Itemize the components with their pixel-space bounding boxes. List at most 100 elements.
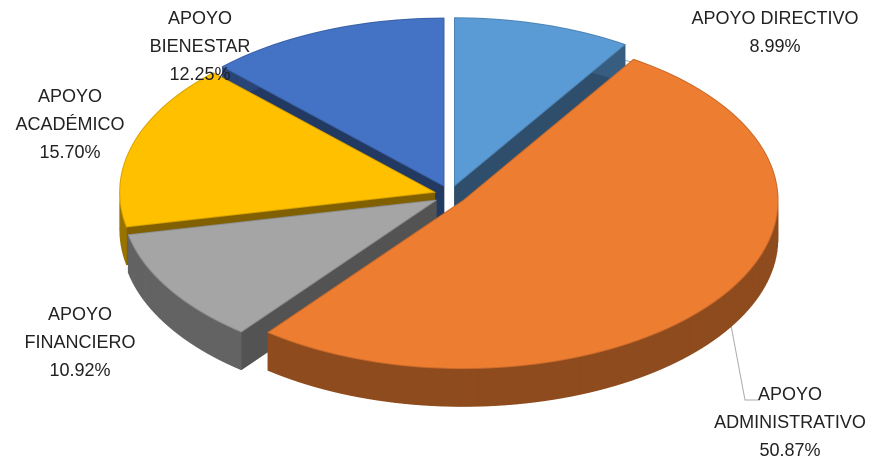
slice-wall [535, 362, 545, 403]
slice-wall [201, 311, 208, 355]
slice-wall [315, 348, 324, 390]
slice-wall [134, 247, 139, 293]
slice-wall [764, 243, 768, 287]
slice-wall [163, 283, 170, 328]
slice-wall [755, 257, 760, 302]
slice-wall [544, 361, 554, 402]
slice-wall [460, 368, 471, 407]
slice-wall [630, 339, 639, 382]
value-label: 10.92% [49, 360, 111, 380]
category-name: APOYO FINANCIERO [24, 304, 136, 352]
slice-wall [724, 289, 731, 333]
slice-wall [653, 330, 662, 373]
slice-wall [571, 356, 581, 397]
slice-wall [488, 367, 499, 407]
slice-label: APOYO ADMINISTRATIVO 50.87% [700, 380, 880, 464]
slice-wall [441, 367, 452, 407]
slice-wall [605, 347, 615, 389]
slice-wall [682, 317, 690, 360]
slice-wall [129, 239, 133, 283]
slice-wall [140, 257, 145, 302]
slice-wall [771, 228, 774, 273]
pie-slice [454, 17, 627, 225]
slice-wall [137, 252, 142, 297]
slice-wall [298, 343, 308, 385]
slice-wall [743, 271, 749, 316]
slice-wall [282, 338, 292, 380]
slice-wall [769, 233, 772, 278]
slice-wall [707, 301, 715, 345]
slice-wall [195, 307, 202, 351]
slice-wall [646, 333, 655, 376]
slice-wall [695, 309, 703, 353]
slice-top [454, 17, 627, 187]
slice-wall [213, 318, 221, 361]
slice-label: APOYO BIENESTAR 12.25% [140, 4, 260, 88]
slice-wall [143, 261, 148, 306]
slice-wall [713, 297, 720, 341]
slice-wall [507, 365, 518, 406]
slice-wall [638, 336, 647, 379]
slice-wall [207, 315, 215, 358]
slice-wall [767, 238, 770, 282]
value-label: 50.87% [759, 440, 821, 460]
slice-wall [394, 364, 405, 404]
leader-line [729, 319, 760, 401]
slice-wall [758, 252, 763, 298]
slice-wall [151, 270, 156, 315]
slice-wall [323, 350, 333, 392]
slice-wall [597, 349, 607, 391]
slice-wall [132, 244, 136, 287]
slice-wall [739, 276, 745, 320]
slice-wall [233, 328, 242, 371]
slice-wall [349, 357, 359, 398]
pie-slice [266, 58, 779, 407]
slice-wall [588, 352, 598, 393]
slice-wall [227, 325, 235, 368]
category-name: APOYO ACADÉMICO [15, 86, 125, 134]
slice-wall [290, 340, 300, 383]
slice-wall [306, 346, 316, 388]
slice-wall [478, 367, 489, 407]
slice-wall [668, 324, 676, 367]
category-name: APOYO BIENESTAR [149, 8, 251, 56]
slice-wall [220, 322, 228, 365]
slice-wall [127, 234, 131, 278]
slice-wall [562, 358, 572, 399]
category-name: APOYO ADMINISTRATIVO [714, 384, 866, 432]
slice-wall [553, 359, 563, 400]
slice-wall [516, 364, 527, 405]
value-label: 8.99% [749, 36, 801, 56]
slice-wall [734, 280, 740, 325]
slice-wall [525, 363, 536, 404]
slice-wall [124, 221, 127, 266]
slice-wall [267, 332, 276, 374]
slice-top [266, 58, 779, 370]
slice-wall [469, 368, 480, 407]
slice-wall [761, 247, 766, 293]
slice-wall [358, 358, 368, 399]
slice-top [119, 72, 437, 228]
slice-wall [178, 296, 185, 340]
slice-wall [751, 262, 756, 307]
value-label: 15.70% [39, 142, 101, 162]
slice-wall [376, 361, 386, 402]
slice-wall [275, 335, 284, 377]
slice-wall [614, 345, 623, 387]
slice-wall [422, 366, 433, 407]
slice-wall [675, 320, 683, 363]
slice-wall [183, 300, 190, 344]
category-name: APOYO DIRECTIVO [691, 8, 859, 28]
slice-wall [747, 266, 753, 311]
slice-wall [579, 354, 590, 395]
slice-wall [719, 293, 726, 337]
slice-wall [155, 275, 160, 319]
slice-wall [173, 292, 180, 336]
slice-wall [622, 342, 631, 384]
slice-wall [729, 284, 736, 329]
slice-wall [701, 305, 709, 349]
slice-wall [168, 288, 174, 332]
slice-wall [688, 313, 696, 356]
slice-wall [413, 366, 423, 406]
